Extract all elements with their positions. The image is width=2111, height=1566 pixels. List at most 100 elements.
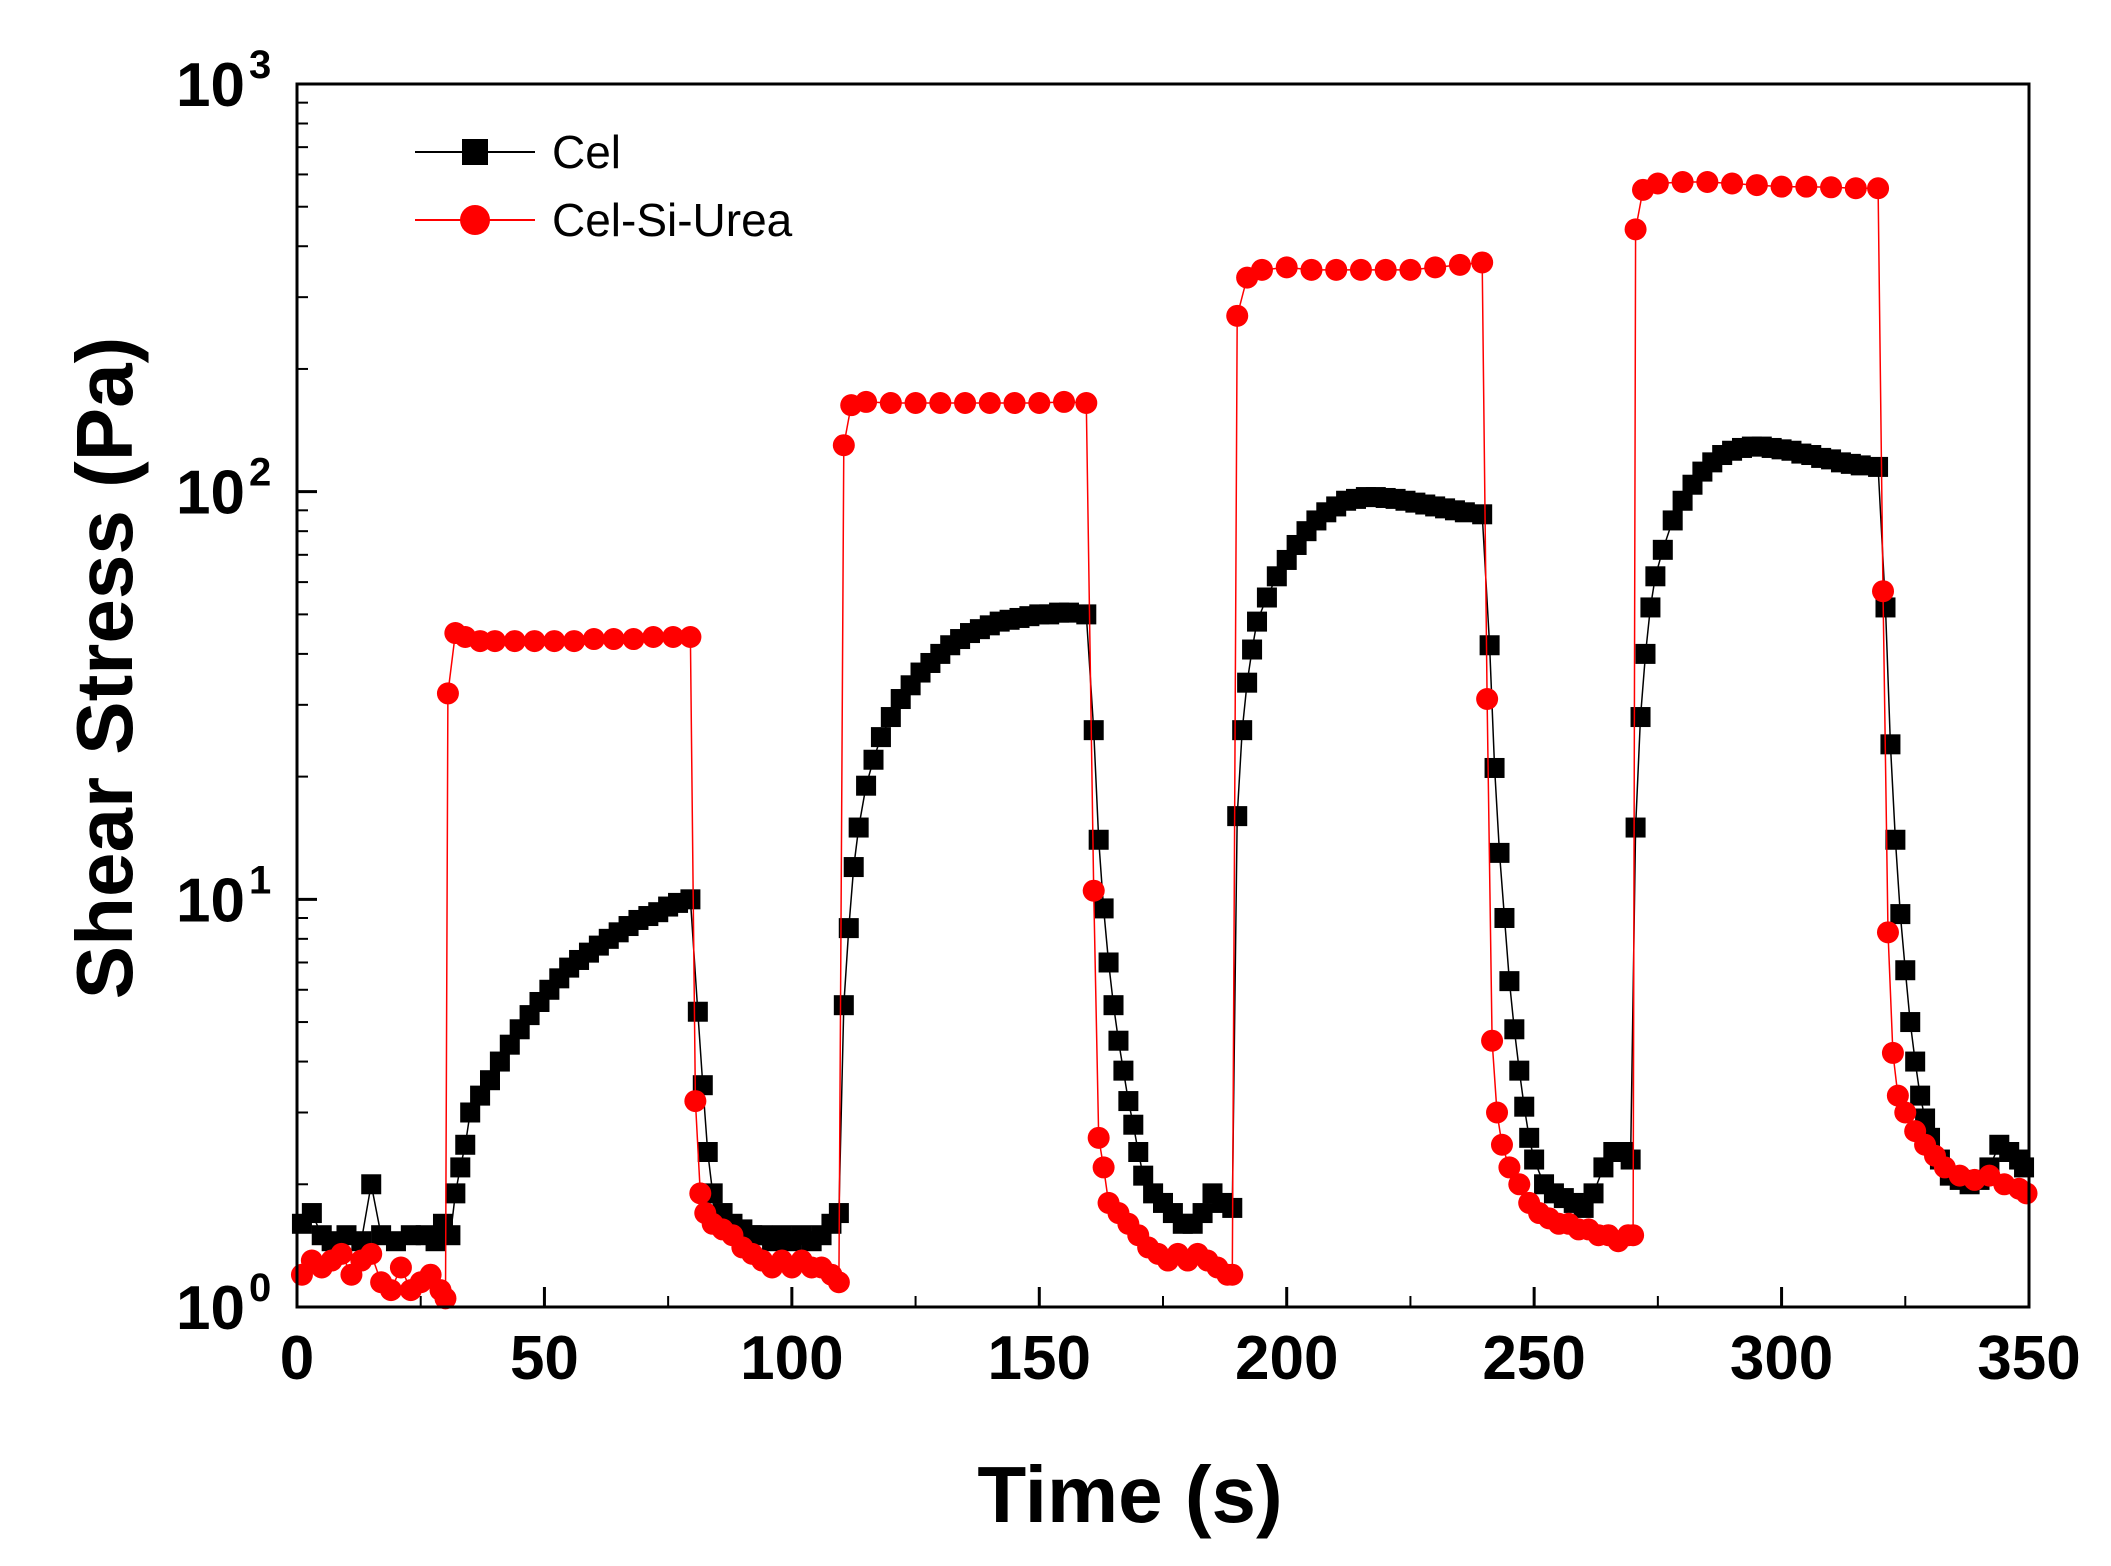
y-axis-ticks [297, 82, 317, 1309]
data-point-circle [1770, 175, 1793, 198]
data-point-circle [1275, 256, 1298, 279]
data-point-circle [662, 626, 685, 649]
data-point-square [1083, 720, 1104, 741]
data-point-circle [389, 1256, 412, 1279]
data-point-square [361, 1174, 382, 1195]
data-point-square [1118, 1091, 1139, 1112]
data-point-square [848, 817, 869, 838]
data-point-square [445, 1183, 466, 1204]
data-point-square [1905, 1051, 1926, 1072]
data-point-circle [1721, 172, 1744, 195]
data-point-circle [1886, 1084, 1909, 1107]
legend: Cel Cel-Si-Urea [415, 126, 793, 246]
data-point-square [1620, 1149, 1641, 1170]
data-point-square [1524, 1149, 1545, 1170]
data-point-square [1247, 611, 1268, 632]
x-axis-ticks [295, 1287, 2031, 1307]
data-point-square [1910, 1085, 1931, 1106]
data-point-circle [622, 628, 645, 651]
data-point-circle [978, 392, 1001, 415]
data-point-circle [1498, 1156, 1521, 1179]
legend-label-cel: Cel [552, 126, 621, 178]
data-point-square [680, 889, 701, 910]
data-point-circle [1087, 1126, 1110, 1149]
data-point-circle [1867, 177, 1890, 200]
x-tick-label: 300 [1730, 1324, 1833, 1393]
plot-frame [295, 82, 2031, 1309]
data-point-circle [1696, 170, 1719, 193]
data-point-square [1479, 635, 1500, 656]
data-point-circle [1795, 175, 1818, 198]
data-point-square [1058, 602, 1079, 623]
data-point-square [1108, 1030, 1129, 1051]
data-point-circle [380, 1279, 403, 1302]
data-point-circle [1399, 258, 1422, 281]
data-point-circle [1250, 258, 1273, 281]
data-point-square [1123, 1114, 1144, 1135]
data-point-circle [1092, 1156, 1115, 1179]
data-point-circle [879, 392, 902, 415]
data-point-square [1645, 566, 1666, 587]
data-point-square [1635, 643, 1656, 664]
data-point-circle [679, 626, 702, 649]
data-point-circle [330, 1242, 353, 1265]
data-point-circle [1646, 172, 1669, 195]
data-point-square [1868, 456, 1889, 477]
data-point-square [1662, 510, 1683, 531]
data-point-square [1128, 1142, 1149, 1163]
legend-label-cel-si-urea: Cel-Si-Urea [552, 194, 793, 246]
data-point-circle [436, 682, 459, 705]
series-cel [291, 436, 2035, 1252]
data-point-square [450, 1157, 471, 1178]
data-point-square [1499, 971, 1520, 992]
data-point-circle [1053, 390, 1076, 413]
data-point-square [1514, 1096, 1535, 1117]
data-point-square [1103, 995, 1124, 1016]
data-point-square [692, 1075, 713, 1096]
data-point-circle [689, 1182, 712, 1205]
data-point-square [1494, 907, 1515, 928]
data-point-circle [1075, 392, 1098, 415]
data-point-circle [855, 390, 878, 413]
y-tick-label: 10 [176, 866, 245, 935]
data-point-square [499, 1034, 520, 1055]
data-point-circle [1508, 1173, 1531, 1196]
data-point-circle [827, 1271, 850, 1294]
data-point-circle [1082, 879, 1105, 902]
data-point-circle [1876, 921, 1899, 944]
y-tick-label: 10 [176, 1274, 245, 1343]
data-point-square [1266, 566, 1287, 587]
x-tick-label: 0 [280, 1324, 314, 1393]
x-tick-label: 250 [1482, 1324, 1585, 1393]
data-point-square [455, 1134, 476, 1155]
data-point-square [1850, 455, 1871, 476]
data-point-circle [523, 630, 546, 653]
series-layer [290, 170, 2038, 1310]
data-point-square [1454, 502, 1475, 523]
data-point-square [870, 727, 891, 748]
data-point-circle [1881, 1041, 1904, 1064]
data-point-circle [503, 630, 526, 653]
data-point-square [1652, 539, 1673, 560]
legend-entry-cel: Cel [415, 126, 621, 178]
data-point-circle [1374, 258, 1397, 281]
x-tick-label: 350 [1977, 1324, 2080, 1393]
data-point-circle [1028, 392, 1051, 415]
data-point-circle [642, 626, 665, 649]
data-point-square [1237, 672, 1258, 693]
data-point-circle [360, 1242, 383, 1265]
data-point-circle [1745, 174, 1768, 197]
data-point-circle [929, 392, 952, 415]
series-cel-si-urea [290, 170, 2038, 1310]
data-point-circle [832, 434, 855, 457]
data-point-square [1098, 952, 1119, 973]
data-point-circle [1424, 256, 1447, 279]
data-point-circle [1820, 176, 1843, 199]
data-point-circle [954, 392, 977, 415]
data-point-circle [1622, 1224, 1645, 1247]
data-point-square [460, 1102, 481, 1123]
data-point-circle [1486, 1101, 1509, 1124]
y-tick-label: 10 [176, 51, 245, 120]
legend-marker-cel [462, 139, 488, 165]
